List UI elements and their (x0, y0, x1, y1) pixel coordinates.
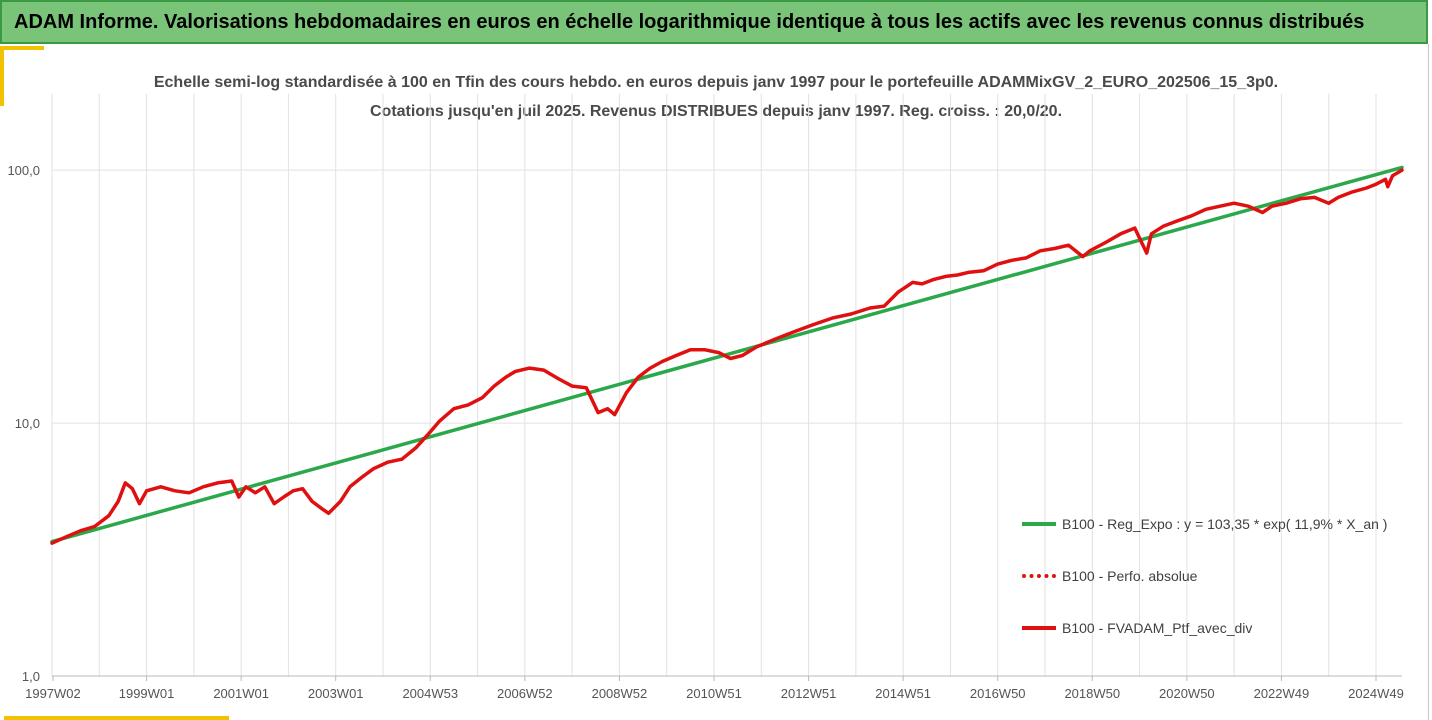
yellow-accent-left (0, 46, 4, 106)
chart-title-line-1: Echelle semi-log standardisée à 100 en T… (153, 74, 1279, 91)
x-tick-label-4: 2004W53 (402, 686, 458, 701)
x-tick-label-5: 2006W52 (497, 686, 553, 701)
x-tick-label-14: 2024W49 (1348, 686, 1404, 701)
legend-label-portfolio: B100 - FVADAM_Ptf_avec_div (1062, 620, 1253, 636)
x-tick-label-3: 2003W01 (308, 686, 364, 701)
x-tick-label-13: 2022W49 (1254, 686, 1310, 701)
x-tick-label-6: 2008W52 (592, 686, 648, 701)
x-tick-label-10: 2016W50 (970, 686, 1026, 701)
yellow-accent-top (0, 46, 44, 50)
legend-label-regression: B100 - Reg_Expo : y = 103,35 * exp( 11,9… (1062, 516, 1388, 532)
chart-title-line-2: Cotations jusqu'en juil 2025. Revenus DI… (369, 103, 1063, 120)
chart-frame-right-edge (1428, 44, 1429, 720)
x-tick-labels: 1997W02 1999W01 2001W01 2003W01 2004W53 2006W… (25, 686, 1404, 701)
x-tick-label-7: 2010W51 (686, 686, 742, 701)
y-tick-labels: 1,0 10,0 100,0 (7, 163, 40, 684)
grid-lines (51, 94, 1402, 677)
legend-swatch-portfolio (1022, 626, 1056, 630)
legend-swatch-absolute-performance (1022, 574, 1056, 578)
legend-label-absolute-performance: B100 - Perfo. absolue (1062, 568, 1198, 584)
chart-title: Echelle semi-log standardisée à 100 en T… (0, 68, 1432, 126)
x-tick-label-11: 2018W50 (1064, 686, 1120, 701)
x-tick-label-2: 2001W01 (213, 686, 269, 701)
y-tick-label-0: 1,0 (22, 669, 40, 684)
report-header-banner: ADAM Informe. Valorisations hebdomadaire… (0, 0, 1428, 44)
legend-item-regression: B100 - Reg_Expo : y = 103,35 * exp( 11,9… (1022, 514, 1422, 534)
legend-item-portfolio: B100 - FVADAM_Ptf_avec_div (1022, 618, 1422, 638)
y-tick-label-2: 100,0 (7, 163, 40, 178)
series-lines (50, 165, 1404, 545)
x-tick-label-12: 2020W50 (1159, 686, 1215, 701)
series-line-0 (50, 165, 1404, 544)
x-tick-label-1: 1999W01 (119, 686, 175, 701)
x-tick-label-9: 2014W51 (875, 686, 931, 701)
report-header-title: ADAM Informe. Valorisations hebdomadaire… (14, 10, 1365, 33)
axes (52, 675, 1402, 681)
x-tick-label-0: 1997W02 (25, 686, 81, 701)
legend-item-absolute-performance: B100 - Perfo. absolue (1022, 566, 1422, 586)
x-tick-label-8: 2012W51 (781, 686, 837, 701)
y-tick-label-1: 10,0 (15, 416, 40, 431)
yellow-accent-bottom (4, 716, 229, 720)
series-line-2 (50, 168, 1404, 545)
legend-swatch-regression (1022, 522, 1056, 526)
